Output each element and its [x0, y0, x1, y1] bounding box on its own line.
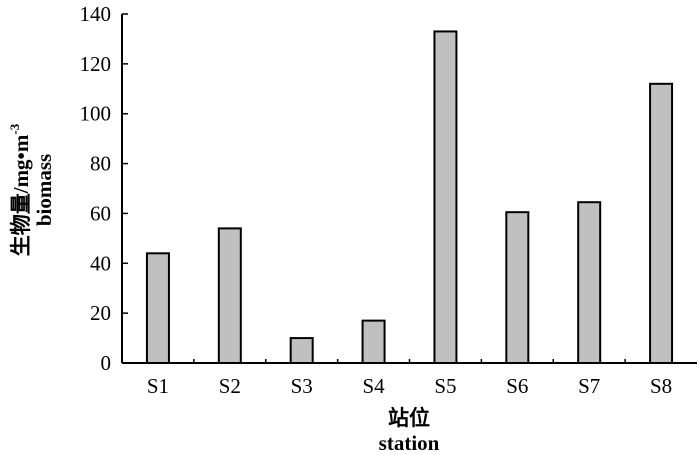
x-axis-ticks: S1 S2 S3 S4 S5 S6 S7 S8 [147, 359, 672, 398]
y-tick-label: 100 [80, 102, 112, 126]
y-tick-label: 60 [90, 201, 111, 225]
y-axis-ticks: 0 20 40 60 80 100 120 140 [80, 2, 128, 375]
bar-s7 [577, 201, 602, 364]
x-tick-label-s6: S6 [506, 374, 528, 398]
x-tick-label-s3: S3 [291, 374, 313, 398]
x-tick-label-s5: S5 [434, 374, 456, 398]
y-tick-label: 80 [90, 152, 111, 176]
bar-s8 [649, 82, 674, 365]
x-tick-label-s8: S8 [650, 374, 672, 398]
y-tick-label: 140 [80, 2, 112, 26]
x-tick-label-s7: S7 [578, 374, 600, 398]
bar-s3 [289, 337, 314, 365]
y-tick-label: 120 [80, 52, 112, 76]
bar-s4 [361, 319, 386, 364]
y-tick-label: 40 [90, 251, 111, 275]
y-axis-title: 生物量/mg•m-3 [7, 123, 33, 256]
y-tick-label: 20 [90, 301, 111, 325]
x-axis-title-line1: 站位 [388, 406, 430, 430]
bar-s6 [505, 211, 530, 364]
svg-text:生物量/mg•m-3: 生物量/mg•m-3 [7, 123, 33, 256]
bar-s2 [217, 227, 242, 364]
y-axis-title-line1: 生物量/mg•m [9, 134, 33, 256]
bars [145, 30, 674, 365]
y-tick-label: 0 [101, 351, 112, 375]
x-axis-title-line2: station [379, 431, 440, 455]
y-axis-title-line2: biomass [32, 154, 56, 226]
x-tick-label-s4: S4 [362, 374, 385, 398]
y-axis-subtitle: biomass [32, 154, 56, 226]
x-tick-label-s1: S1 [147, 374, 169, 398]
bar-s5 [433, 30, 458, 364]
axes [121, 14, 697, 364]
x-tick-label-s2: S2 [219, 374, 241, 398]
y-axis-title-superscript: -3 [7, 123, 22, 134]
bar-s1 [145, 252, 170, 364]
